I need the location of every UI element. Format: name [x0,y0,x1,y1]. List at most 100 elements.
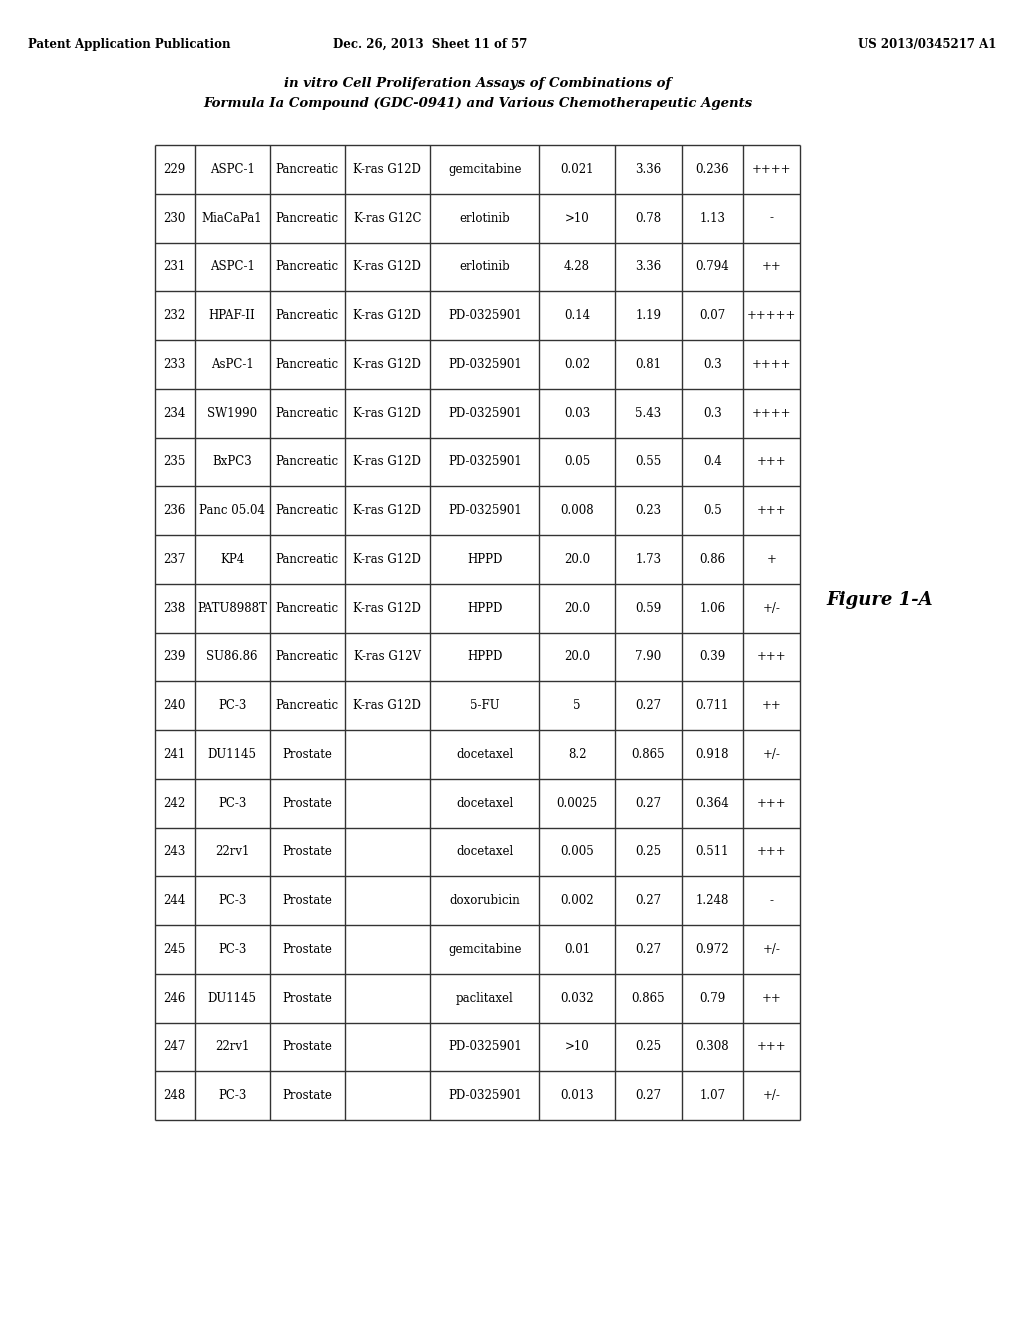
Text: 5-FU: 5-FU [470,700,500,711]
Text: 0.01: 0.01 [564,942,590,956]
Text: PD-0325901: PD-0325901 [447,309,521,322]
Text: K-ras G12D: K-ras G12D [353,407,421,420]
Text: ++++: ++++ [752,358,792,371]
Text: MiaCaPa1: MiaCaPa1 [202,211,262,224]
Text: 237: 237 [164,553,186,566]
Text: >10: >10 [564,211,590,224]
Text: ++: ++ [762,991,781,1005]
Text: +/-: +/- [763,1089,780,1102]
Text: K-ras G12C: K-ras G12C [353,211,421,224]
Text: 3.36: 3.36 [635,260,662,273]
Text: PC-3: PC-3 [218,797,247,809]
Text: 247: 247 [164,1040,186,1053]
Text: docetaxel: docetaxel [456,797,513,809]
Text: 0.05: 0.05 [564,455,590,469]
Text: 244: 244 [164,894,186,907]
Text: ++++: ++++ [752,407,792,420]
Text: PD-0325901: PD-0325901 [447,504,521,517]
Text: paclitaxel: paclitaxel [456,991,514,1005]
Text: Figure 1-A: Figure 1-A [826,591,933,609]
Text: +: + [766,553,776,566]
Text: 0.3: 0.3 [703,358,722,371]
Text: Pancreatic: Pancreatic [275,651,339,664]
Text: K-ras G12D: K-ras G12D [353,358,421,371]
Text: 0.0025: 0.0025 [556,797,598,809]
Text: docetaxel: docetaxel [456,845,513,858]
Text: PD-0325901: PD-0325901 [447,358,521,371]
Text: Pancreatic: Pancreatic [275,407,339,420]
Text: Prostate: Prostate [283,1040,332,1053]
Text: Prostate: Prostate [283,942,332,956]
Text: PC-3: PC-3 [218,1089,247,1102]
Text: 240: 240 [164,700,186,711]
Text: 0.23: 0.23 [635,504,662,517]
Text: K-ras G12D: K-ras G12D [353,455,421,469]
Text: 0.27: 0.27 [635,700,662,711]
Text: 238: 238 [164,602,186,615]
Text: Prostate: Prostate [283,1089,332,1102]
Text: +++: +++ [757,504,786,517]
Text: 20.0: 20.0 [564,553,590,566]
Text: Pancreatic: Pancreatic [275,309,339,322]
Text: ++: ++ [762,260,781,273]
Text: gemcitabine: gemcitabine [449,162,521,176]
Text: Prostate: Prostate [283,797,332,809]
Text: 5.43: 5.43 [635,407,662,420]
Text: K-ras G12D: K-ras G12D [353,309,421,322]
Text: +++++: +++++ [746,309,796,322]
Text: 0.02: 0.02 [564,358,590,371]
Text: 245: 245 [164,942,186,956]
Text: +++: +++ [757,845,786,858]
Text: 22rv1: 22rv1 [215,1040,249,1053]
Text: 0.008: 0.008 [560,504,594,517]
Text: PC-3: PC-3 [218,894,247,907]
Text: 0.4: 0.4 [703,455,722,469]
Text: 0.032: 0.032 [560,991,594,1005]
Text: 8.2: 8.2 [567,748,587,760]
Text: 1.13: 1.13 [699,211,725,224]
Text: ASPC-1: ASPC-1 [210,162,255,176]
Text: 7.90: 7.90 [635,651,662,664]
Text: 22rv1: 22rv1 [215,845,249,858]
Text: 0.002: 0.002 [560,894,594,907]
Text: HPAF-II: HPAF-II [209,309,255,322]
Text: SU86.86: SU86.86 [207,651,258,664]
Text: 0.03: 0.03 [564,407,590,420]
Text: HPPD: HPPD [467,553,503,566]
Text: Prostate: Prostate [283,748,332,760]
Text: erlotinib: erlotinib [460,211,510,224]
Text: BxPC3: BxPC3 [212,455,252,469]
Text: Pancreatic: Pancreatic [275,211,339,224]
Text: 239: 239 [164,651,186,664]
Text: -: - [769,894,773,907]
Text: 0.918: 0.918 [695,748,729,760]
Text: Prostate: Prostate [283,894,332,907]
Text: erlotinib: erlotinib [460,260,510,273]
Text: 20.0: 20.0 [564,602,590,615]
Text: +++: +++ [757,651,786,664]
Text: K-ras G12V: K-ras G12V [354,651,421,664]
Text: PD-0325901: PD-0325901 [447,407,521,420]
Text: DU1145: DU1145 [208,748,257,760]
Text: gemcitabine: gemcitabine [449,942,521,956]
Text: 1.73: 1.73 [635,553,662,566]
Text: Prostate: Prostate [283,845,332,858]
Text: 0.27: 0.27 [635,894,662,907]
Text: +/-: +/- [763,602,780,615]
Text: 236: 236 [164,504,186,517]
Text: 4.28: 4.28 [564,260,590,273]
Text: 0.005: 0.005 [560,845,594,858]
Text: 0.25: 0.25 [635,845,662,858]
Text: 5: 5 [573,700,581,711]
Text: 0.794: 0.794 [695,260,729,273]
Text: >10: >10 [564,1040,590,1053]
Text: +++: +++ [757,797,786,809]
Text: Prostate: Prostate [283,991,332,1005]
Text: 1.07: 1.07 [699,1089,726,1102]
Text: 0.511: 0.511 [695,845,729,858]
Text: 1.06: 1.06 [699,602,726,615]
Text: HPPD: HPPD [467,651,503,664]
Text: KP4: KP4 [220,553,245,566]
Text: 0.3: 0.3 [703,407,722,420]
Text: Panc 05.04: Panc 05.04 [199,504,265,517]
